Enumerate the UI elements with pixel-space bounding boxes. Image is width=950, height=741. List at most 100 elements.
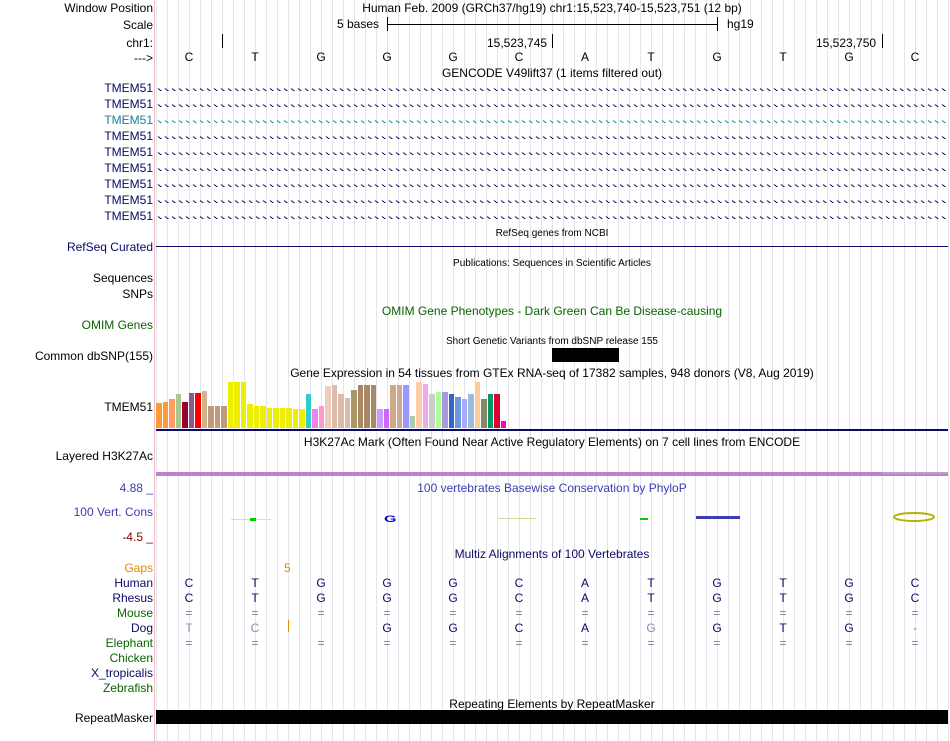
gencode-row-label[interactable]: TMEM51 bbox=[104, 177, 153, 191]
gaps-label[interactable]: Gaps bbox=[124, 561, 153, 575]
gtex-bar[interactable] bbox=[318, 406, 324, 428]
species-label[interactable]: Zebrafish bbox=[102, 681, 153, 695]
gtex-bar[interactable] bbox=[182, 402, 188, 428]
gencode-row-label[interactable]: TMEM51 bbox=[104, 97, 153, 111]
gencode-transcript[interactable] bbox=[156, 164, 948, 171]
gencode-transcript[interactable] bbox=[156, 84, 948, 91]
gencode-transcript[interactable] bbox=[156, 116, 948, 123]
gtex-bar[interactable] bbox=[494, 394, 500, 428]
gtex-bar[interactable] bbox=[487, 394, 493, 428]
gtex-bar[interactable] bbox=[442, 392, 448, 428]
dbsnp-variant-block[interactable] bbox=[552, 348, 619, 362]
snps-label[interactable]: SNPs bbox=[122, 287, 153, 301]
gtex-bar[interactable] bbox=[227, 382, 233, 428]
species-label[interactable]: Chicken bbox=[109, 651, 153, 665]
refseq-label[interactable]: RefSeq Curated bbox=[66, 240, 153, 254]
gencode-title: GENCODE V49lift37 (1 items filtered out) bbox=[441, 66, 663, 80]
gtex-bar[interactable] bbox=[331, 385, 337, 428]
h3k27ac-label[interactable]: Layered H3K27Ac bbox=[55, 449, 153, 463]
gencode-transcript[interactable] bbox=[156, 180, 948, 187]
gtex-bar[interactable] bbox=[435, 392, 441, 428]
gtex-bar[interactable] bbox=[292, 409, 298, 428]
gtex-bar[interactable] bbox=[188, 393, 194, 428]
species-label[interactable]: Dog bbox=[130, 621, 153, 635]
gtex-bar[interactable] bbox=[169, 399, 175, 428]
gtex-bar[interactable] bbox=[351, 390, 357, 428]
species-label[interactable]: Elephant bbox=[105, 636, 153, 650]
gtex-bar[interactable] bbox=[273, 408, 279, 428]
gtex-bar[interactable] bbox=[175, 394, 181, 428]
repeatmasker-label[interactable]: RepeatMasker bbox=[74, 711, 153, 725]
gtex-bar[interactable] bbox=[338, 394, 344, 428]
species-label[interactable]: Mouse bbox=[116, 606, 153, 620]
gtex-bar[interactable] bbox=[396, 385, 402, 428]
gencode-row-label[interactable]: TMEM51 bbox=[104, 161, 153, 175]
gtex-bar[interactable] bbox=[500, 421, 506, 428]
gtex-bar[interactable] bbox=[195, 393, 201, 428]
gtex-bar[interactable] bbox=[377, 409, 383, 428]
gtex-bar[interactable] bbox=[429, 394, 435, 428]
grid-line bbox=[783, 0, 784, 741]
gencode-row-label[interactable]: TMEM51 bbox=[104, 129, 153, 143]
gtex-bar[interactable] bbox=[390, 385, 396, 428]
gtex-bar[interactable] bbox=[156, 403, 162, 428]
species-label[interactable]: Human bbox=[114, 576, 153, 590]
gtex-bar[interactable] bbox=[325, 386, 331, 428]
gtex-bar[interactable] bbox=[474, 382, 480, 428]
gtex-bar[interactable] bbox=[253, 406, 259, 428]
gtex-bar[interactable] bbox=[286, 408, 292, 428]
omim-label[interactable]: OMIM Genes bbox=[81, 318, 153, 332]
gencode-transcript[interactable] bbox=[156, 100, 948, 107]
window-position-label: Window Position bbox=[64, 1, 153, 15]
gtex-bar[interactable] bbox=[214, 406, 220, 428]
species-label[interactable]: X_tropicalis bbox=[90, 666, 153, 680]
gtex-bar[interactable] bbox=[201, 391, 207, 428]
gencode-row-label[interactable]: TMEM51 bbox=[104, 209, 153, 223]
gtex-bar[interactable] bbox=[422, 384, 428, 428]
gtex-bar[interactable] bbox=[383, 409, 389, 428]
gtex-label[interactable]: TMEM51 bbox=[104, 400, 153, 414]
gencode-transcript[interactable] bbox=[156, 196, 948, 203]
gtex-bar[interactable] bbox=[312, 409, 318, 428]
gencode-row-label[interactable]: TMEM51 bbox=[104, 193, 153, 207]
gtex-bar[interactable] bbox=[247, 404, 253, 428]
sequences-label[interactable]: Sequences bbox=[92, 271, 153, 285]
refseq-line[interactable] bbox=[156, 246, 948, 247]
gtex-bar[interactable] bbox=[208, 406, 214, 428]
gtex-bar[interactable] bbox=[299, 409, 305, 428]
gencode-row-label[interactable]: TMEM51 bbox=[104, 113, 153, 127]
phylop-logo[interactable]: G bbox=[156, 500, 948, 530]
gtex-bar[interactable] bbox=[344, 398, 350, 428]
dbsnp-label[interactable]: Common dbSNP(155) bbox=[34, 349, 153, 363]
gtex-bar[interactable] bbox=[279, 408, 285, 428]
gtex-bar[interactable] bbox=[305, 394, 311, 428]
gtex-bar[interactable] bbox=[364, 385, 370, 428]
gtex-bar[interactable] bbox=[240, 382, 246, 428]
gtex-bar[interactable] bbox=[266, 408, 272, 428]
h3k27ac-signal[interactable] bbox=[156, 472, 948, 476]
gencode-row-label[interactable]: TMEM51 bbox=[104, 81, 153, 95]
refseq-title: RefSeq genes from NCBI bbox=[495, 228, 609, 239]
species-label[interactable]: Rhesus bbox=[112, 591, 153, 605]
gtex-chart[interactable] bbox=[156, 380, 536, 428]
gtex-bar[interactable] bbox=[162, 402, 168, 428]
gtex-bar[interactable] bbox=[403, 385, 409, 428]
gtex-bar[interactable] bbox=[260, 406, 266, 428]
gtex-bar[interactable] bbox=[357, 385, 363, 428]
repeatmasker-block[interactable] bbox=[156, 710, 948, 724]
gtex-bar[interactable] bbox=[448, 394, 454, 428]
gtex-bar[interactable] bbox=[455, 397, 461, 428]
gtex-bar[interactable] bbox=[234, 382, 240, 428]
gencode-row-label[interactable]: TMEM51 bbox=[104, 145, 153, 159]
gencode-transcript[interactable] bbox=[156, 132, 948, 139]
gtex-bar[interactable] bbox=[468, 394, 474, 428]
gtex-bar[interactable] bbox=[409, 416, 415, 428]
gtex-bar[interactable] bbox=[481, 399, 487, 428]
phylop-label[interactable]: 100 Vert. Cons bbox=[73, 505, 153, 519]
gtex-bar[interactable] bbox=[370, 385, 376, 428]
gencode-transcript[interactable] bbox=[156, 148, 948, 155]
gencode-transcript[interactable] bbox=[156, 212, 948, 219]
gtex-bar[interactable] bbox=[416, 382, 422, 428]
gtex-bar[interactable] bbox=[221, 406, 227, 428]
gtex-bar[interactable] bbox=[461, 399, 467, 428]
